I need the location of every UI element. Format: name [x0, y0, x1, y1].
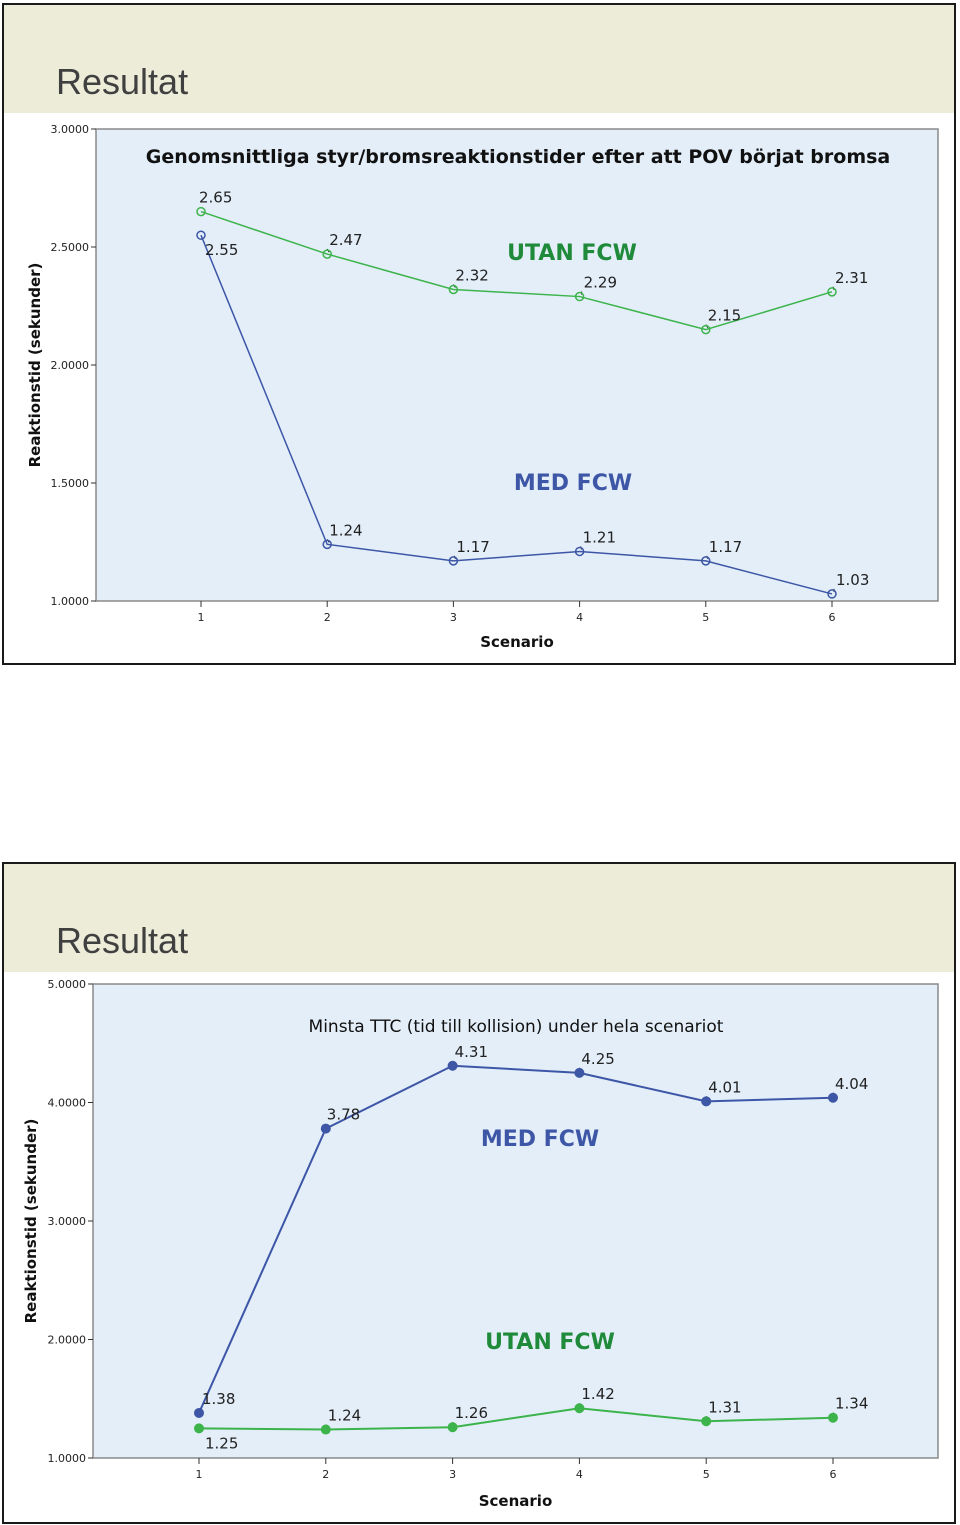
data-label: 2.15 [708, 307, 741, 325]
slide-1: Resultat 1.0000 1.5000 2.0000 2.5000 3.0000 1… [2, 3, 956, 665]
x-tick-label: 5 [703, 1468, 710, 1481]
data-point [574, 546, 585, 557]
chart-title: Genomsnittliga styr/bromsreaktionstider … [146, 146, 891, 168]
data-label: 4.25 [581, 1050, 614, 1068]
y-axis-label: Reaktionstid (sekunder) [26, 263, 44, 468]
y-tick-label: 5.0000 [48, 978, 87, 991]
data-point [574, 1067, 585, 1078]
y-tick-label: 4.0000 [48, 1097, 87, 1110]
x-tick-label: 4 [576, 1468, 583, 1481]
data-label: 3.78 [327, 1106, 360, 1124]
reaction-time-chart: 1.0000 1.5000 2.0000 2.5000 3.0000 1 2 3 4 5 6 Geno… [26, 123, 939, 651]
data-label: 1.24 [328, 1407, 361, 1425]
data-point [701, 1416, 712, 1427]
data-label: 4.01 [708, 1078, 741, 1096]
y-tick-label: 2.5000 [51, 241, 90, 254]
data-label: 1.42 [581, 1385, 614, 1403]
x-tick-label: 3 [449, 1468, 456, 1481]
data-point [701, 324, 711, 335]
chart-title: Minsta TTC (tid till kollision) under he… [309, 1017, 724, 1037]
y-tick-label: 1.5000 [51, 477, 90, 490]
slide-title: Resultat [56, 920, 189, 961]
data-point [448, 284, 459, 295]
plot-area [95, 128, 939, 602]
data-point [574, 291, 585, 302]
x-tick-label: 5 [702, 611, 709, 624]
data-label: 1.03 [836, 571, 869, 589]
data-point [701, 556, 711, 566]
data-label: 2.31 [835, 269, 868, 287]
series-line [198, 1064, 834, 1414]
data-label: 1.31 [708, 1398, 741, 1416]
data-point [701, 1096, 712, 1107]
slide-2: Resultat 1.0000 2.0000 3.0000 4.0000 5.0000 1… [2, 862, 956, 1524]
data-point [196, 206, 206, 217]
data-point [828, 1092, 838, 1103]
data-point [196, 230, 206, 240]
data-label: 1.25 [205, 1434, 238, 1452]
data-label: 2.55 [205, 241, 238, 259]
slide-header: Resultat [4, 5, 954, 113]
y-tick-label: 2.0000 [51, 359, 90, 372]
y-tick-label: 1.0000 [51, 595, 90, 608]
data-point [447, 1060, 458, 1071]
series-name-label: UTAN FCW [485, 1330, 615, 1355]
x-tick-label: 2 [324, 611, 331, 624]
data-point [322, 249, 332, 259]
data-point [194, 1423, 204, 1434]
series-name-label: MED FCW [514, 471, 632, 496]
data-label: 4.04 [835, 1075, 868, 1093]
data-label: 1.26 [455, 1404, 488, 1422]
y-tick-label: 1.0000 [48, 1452, 87, 1465]
data-label: 2.65 [199, 189, 232, 207]
data-label: 1.38 [202, 1390, 235, 1408]
x-tick-label: 1 [196, 1468, 203, 1481]
x-axis-label: Scenario [480, 633, 554, 651]
data-point [320, 1424, 331, 1435]
data-label: 1.24 [329, 521, 362, 539]
slide-header: Resultat [4, 864, 954, 972]
x-tick-label: 3 [450, 611, 457, 624]
data-point [574, 1403, 585, 1414]
plot-area [92, 983, 939, 1459]
y-axis-label: Reaktionstid (sekunder) [22, 1119, 40, 1324]
y-tick-label: 3.0000 [48, 1215, 87, 1228]
data-point [194, 1407, 204, 1418]
x-tick-label: 4 [576, 611, 583, 624]
series-name-label: MED FCW [481, 1127, 599, 1152]
y-tick-label: 3.0000 [51, 123, 90, 136]
data-label: 1.21 [583, 528, 616, 546]
x-tick-label: 6 [829, 611, 836, 624]
data-label: 2.32 [455, 266, 488, 284]
data-point [827, 287, 837, 297]
series-line [200, 234, 833, 595]
data-point [827, 589, 837, 599]
y-tick-label: 2.0000 [48, 1334, 87, 1347]
slide-title: Resultat [56, 61, 189, 102]
x-tick-label: 2 [322, 1468, 329, 1481]
data-point [448, 556, 459, 566]
data-label: 4.31 [455, 1043, 488, 1061]
data-label: 1.17 [709, 538, 742, 556]
data-label: 1.17 [456, 538, 489, 556]
series-line [198, 1407, 834, 1431]
data-point [322, 539, 332, 550]
data-label: 2.29 [584, 274, 617, 292]
min-ttc-chart: 1.0000 2.0000 3.0000 4.0000 5.0000 1 2 3 4 5 6 Mins… [22, 978, 939, 1510]
data-point [320, 1123, 331, 1134]
data-point [447, 1422, 458, 1433]
series-name-label: UTAN FCW [507, 241, 637, 266]
x-tick-label: 1 [198, 611, 205, 624]
x-axis-label: Scenario [479, 1492, 553, 1510]
data-label: 1.34 [835, 1395, 868, 1413]
data-point [828, 1412, 838, 1423]
x-tick-label: 6 [830, 1468, 837, 1481]
series-line [200, 210, 833, 331]
data-label: 2.47 [329, 231, 362, 249]
